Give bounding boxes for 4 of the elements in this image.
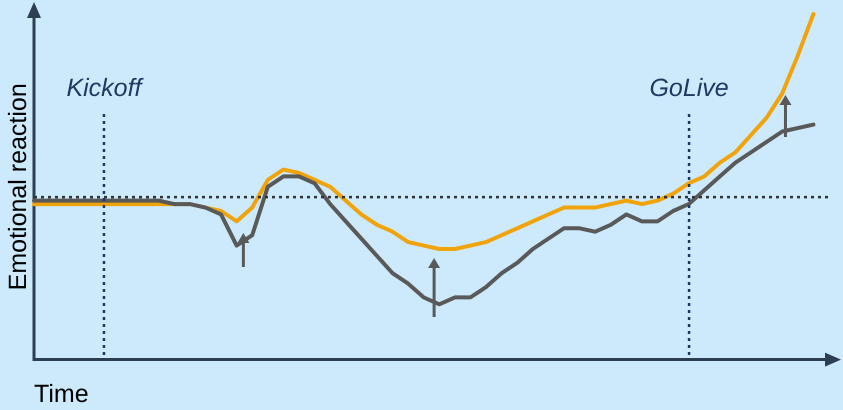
y-axis-title: Emotional reaction <box>4 83 32 290</box>
annotation: Kickoff <box>66 74 145 102</box>
x-axis-title: Time <box>34 380 89 408</box>
annotation: GoLive <box>649 74 729 102</box>
